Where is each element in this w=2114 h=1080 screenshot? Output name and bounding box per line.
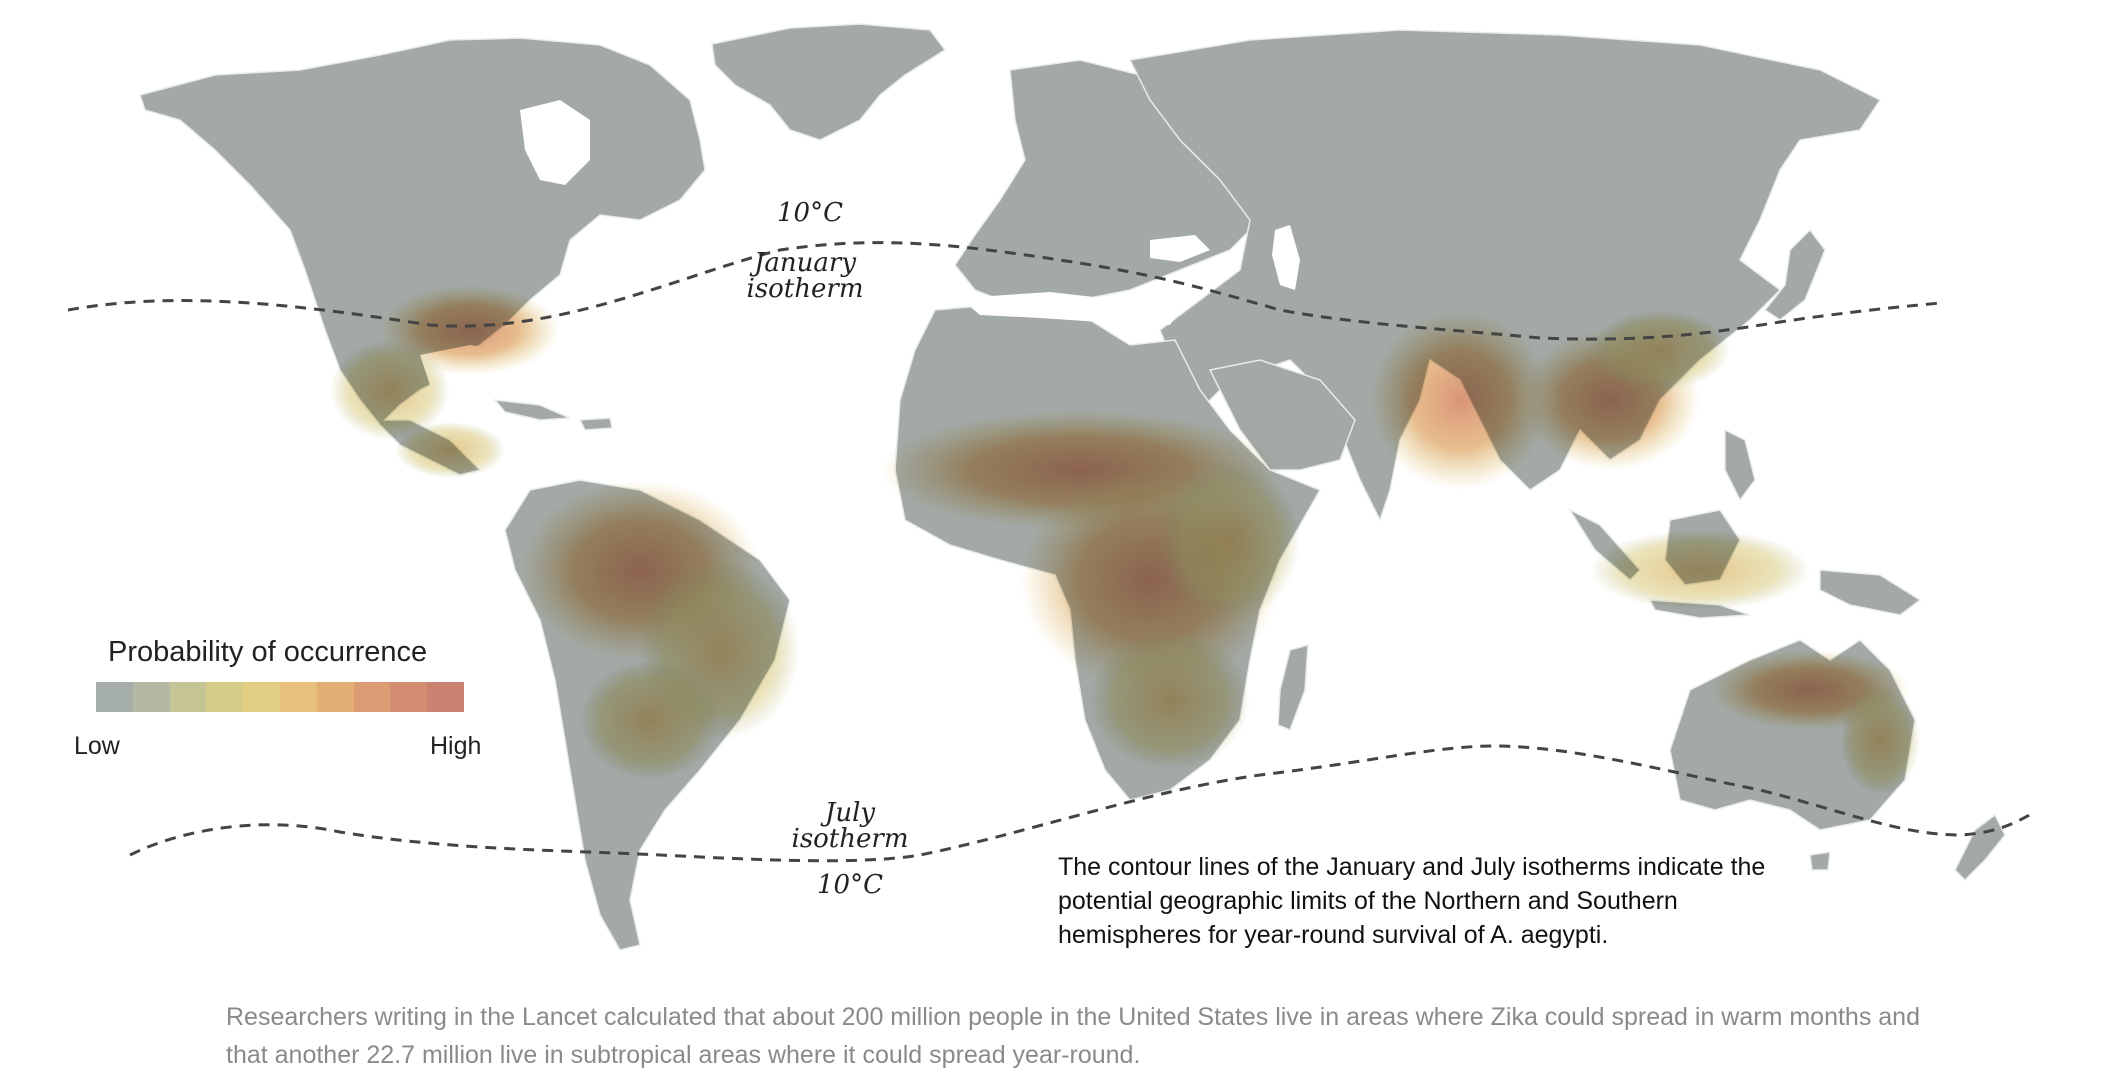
- july-isotherm-name-label: July isotherm: [780, 800, 920, 852]
- hispaniola: [578, 417, 613, 431]
- madagascar: [1277, 643, 1309, 731]
- legend-color-bar: [96, 682, 464, 712]
- philippines: [1724, 428, 1756, 502]
- january-isotherm-line: [67, 241, 1941, 341]
- legend-swatch: [96, 682, 133, 712]
- january-isotherm-name-line1: January: [753, 248, 857, 278]
- caption: Researchers writing in the Lancet calcul…: [226, 1003, 1920, 1069]
- legend-swatch: [427, 682, 464, 712]
- july-isotherm-name-line2: isotherm: [791, 824, 909, 854]
- isotherm-note: The contour lines of the January and Jul…: [1058, 853, 1766, 949]
- legend-swatch: [316, 682, 354, 712]
- caspian-sea: [1272, 225, 1300, 290]
- legend-swatch: [279, 682, 317, 712]
- risk-east-africa: [1160, 460, 1300, 620]
- july-isotherm-temp-label: 10°C: [817, 870, 883, 900]
- japan: [1763, 228, 1826, 321]
- cuba: [493, 399, 571, 421]
- risk-india: [1370, 310, 1550, 490]
- january-isotherm-temp-label: 10°C: [777, 198, 843, 228]
- new-zealand: [1954, 813, 2006, 882]
- new-guinea: [1819, 569, 1922, 616]
- risk-overlay: [330, 285, 1920, 795]
- risk-southern-africa: [1090, 630, 1250, 770]
- legend-swatch: [206, 682, 244, 712]
- tasmania: [1809, 851, 1831, 871]
- january-isotherm-name-line2: isotherm: [746, 274, 864, 304]
- july-isotherm-line: [129, 744, 2036, 863]
- july-isotherm-name-line1: July: [824, 798, 876, 828]
- legend-swatch: [132, 682, 170, 712]
- legend-swatch: [243, 682, 280, 712]
- risk-indonesia: [1590, 530, 1810, 610]
- risk-south-china: [1590, 310, 1730, 390]
- mediterranean-sea: [960, 292, 1180, 325]
- legend-low-label: Low: [74, 732, 120, 760]
- greenland: [711, 23, 947, 141]
- legend-title: Probability of occurrence: [108, 636, 428, 668]
- hudson-bay: [520, 100, 590, 185]
- risk-paraguay: [580, 660, 720, 780]
- risk-east-australia: [1840, 685, 1920, 795]
- risk-central-america: [395, 422, 505, 478]
- legend-swatch: [390, 682, 428, 712]
- black-sea: [1150, 235, 1210, 262]
- january-isotherm-name-label: January isotherm: [735, 250, 875, 302]
- legend-swatch: [169, 682, 207, 712]
- legend-high-label: High: [430, 732, 482, 760]
- legend-swatch: [353, 682, 391, 712]
- risk-mexico: [330, 340, 450, 440]
